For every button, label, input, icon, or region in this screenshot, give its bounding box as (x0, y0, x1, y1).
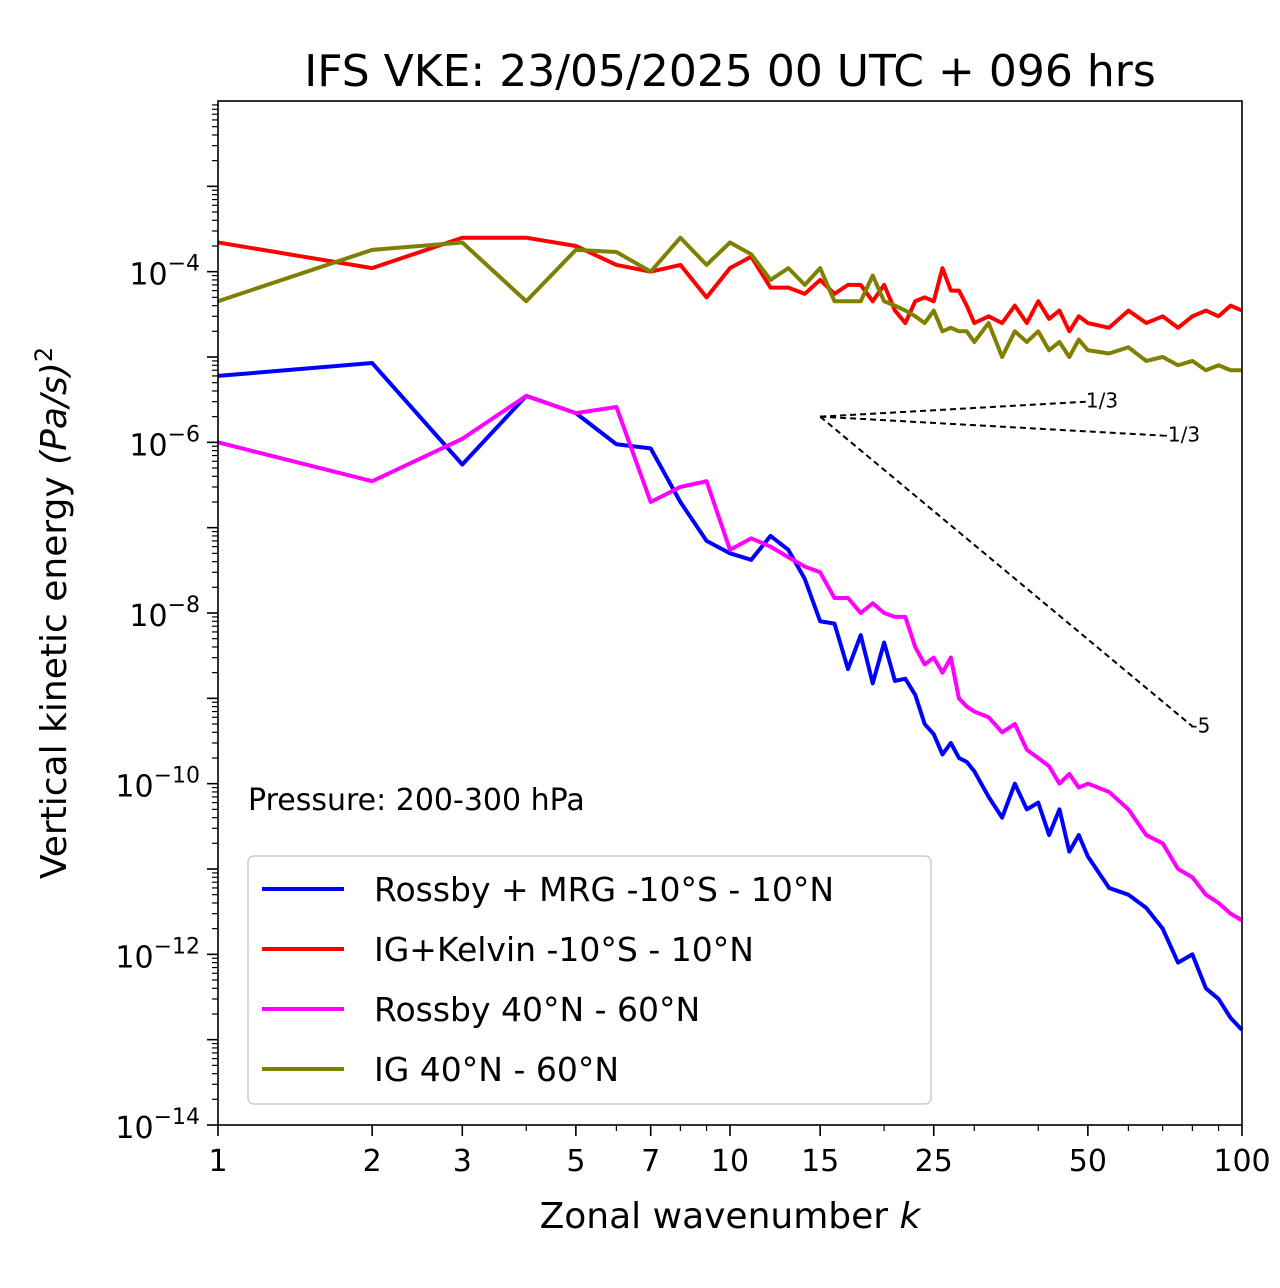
x-tick-label: 1 (208, 1144, 227, 1179)
series-line-2 (217, 235, 1243, 334)
legend-label-3: Rossby 40°N - 60°N (374, 990, 700, 1029)
x-ticks: 1 2 3 5 7 10 15 25 50 100 (208, 1125, 1271, 1179)
x-tick-label: 3 (453, 1144, 472, 1179)
legend-box (247, 855, 932, 1105)
x-tick-label: 15 (801, 1144, 839, 1179)
slope-label-1: 1/3 (1086, 389, 1118, 413)
legend-label-4: IG 40°N - 60°N (374, 1050, 619, 1089)
pressure-annotation: Pressure: 200-300 hPa (248, 783, 585, 818)
slope-line-1 (820, 400, 1088, 418)
y-tick-label: 10−14 (115, 1105, 200, 1146)
series-layer (217, 235, 1244, 1032)
series-line-4 (217, 235, 1242, 373)
slope-label-3: -5 (1190, 713, 1210, 737)
y-tick-label: 10−4 (129, 252, 200, 293)
x-tick-label: 25 (915, 1144, 953, 1179)
x-tick-label: 10 (711, 1144, 749, 1179)
y-tick-label: 10−8 (129, 593, 200, 634)
x-tick-label: 5 (566, 1144, 585, 1179)
slope-label-2: -1/3 (1161, 423, 1200, 447)
series-line-1 (217, 361, 1244, 1032)
slope-line-3 (819, 415, 1194, 728)
x-tick-label: 2 (363, 1144, 382, 1179)
x-tick-label: 7 (641, 1144, 660, 1179)
slope-lines: 1/3 -1/3 -5 (819, 389, 1210, 737)
slope-line-2 (820, 415, 1163, 437)
y-axis-label: Vertical kinetic energy (Pa/s)2 (30, 347, 75, 879)
legend-label-2: IG+Kelvin -10°S - 10°N (374, 930, 754, 969)
y-ticks: 10−14 10−12 10−10 10−8 10−6 10−4 (115, 104, 218, 1146)
x-tick-label: 100 (1213, 1144, 1270, 1179)
y-tick-label: 10−10 (115, 764, 200, 805)
y-tick-label: 10−6 (129, 422, 200, 463)
y-tick-label: 10−12 (115, 934, 200, 975)
x-axis-label: Zonal wavenumber k (540, 1196, 923, 1237)
chart-title: IFS VKE: 23/05/2025 00 UTC + 096 hrs (304, 46, 1156, 97)
series-line-3 (217, 393, 1244, 923)
x-tick-label: 50 (1069, 1144, 1107, 1179)
legend-label-1: Rossby + MRG -10°S - 10°N (374, 870, 834, 909)
legend: Rossby + MRG -10°S - 10°N IG+Kelvin -10°S… (247, 855, 932, 1105)
